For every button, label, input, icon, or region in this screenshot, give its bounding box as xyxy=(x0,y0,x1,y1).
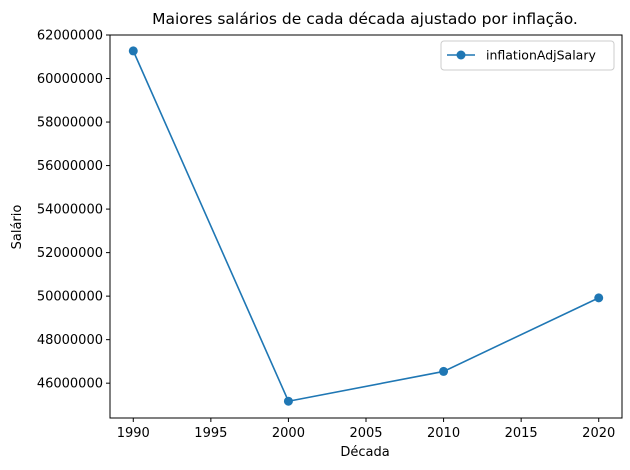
data-point xyxy=(283,396,293,406)
y-tick-label: 56000000 xyxy=(37,159,103,174)
legend-series-marker-swatch xyxy=(456,50,466,60)
y-tick-label: 60000000 xyxy=(37,72,103,87)
y-tick-label: 46000000 xyxy=(37,377,103,392)
legend-box xyxy=(440,40,615,71)
data-point xyxy=(128,46,138,56)
y-tick-label: 62000000 xyxy=(37,29,103,44)
y-tick-label: 52000000 xyxy=(37,246,103,261)
data-point xyxy=(439,366,449,376)
x-tick-label: 2020 xyxy=(582,426,615,441)
x-tick-label: 2005 xyxy=(349,426,382,441)
x-axis-ticks: 1990 1995 2000 2005 2010 2015 2020 xyxy=(117,418,615,441)
y-tick-label: 58000000 xyxy=(37,116,103,131)
y-tick-label: 50000000 xyxy=(37,290,103,305)
y-tick-label: 54000000 xyxy=(37,203,103,218)
series-line xyxy=(132,50,600,403)
legend: inflationAdjSalary xyxy=(440,40,615,71)
y-tick-label: 48000000 xyxy=(37,333,103,348)
x-tick-label: 2010 xyxy=(427,426,460,441)
data-point xyxy=(594,293,604,303)
x-tick-label: 1990 xyxy=(117,426,150,441)
series-layer xyxy=(128,46,604,406)
y-axis-label: Salário xyxy=(10,205,25,250)
chart-title: Maiores salários de cada década ajustado… xyxy=(152,10,578,28)
plot-area-frame xyxy=(109,34,623,419)
x-axis-label: Década xyxy=(340,445,389,460)
x-tick-label: 2000 xyxy=(272,426,305,441)
legend-series-label: inflationAdjSalary xyxy=(486,48,596,63)
y-axis-ticks: 46000000 48000000 50000000 52000000 54000000… xyxy=(37,29,110,392)
x-tick-label: 2015 xyxy=(505,426,538,441)
x-tick-label: 1995 xyxy=(194,426,227,441)
